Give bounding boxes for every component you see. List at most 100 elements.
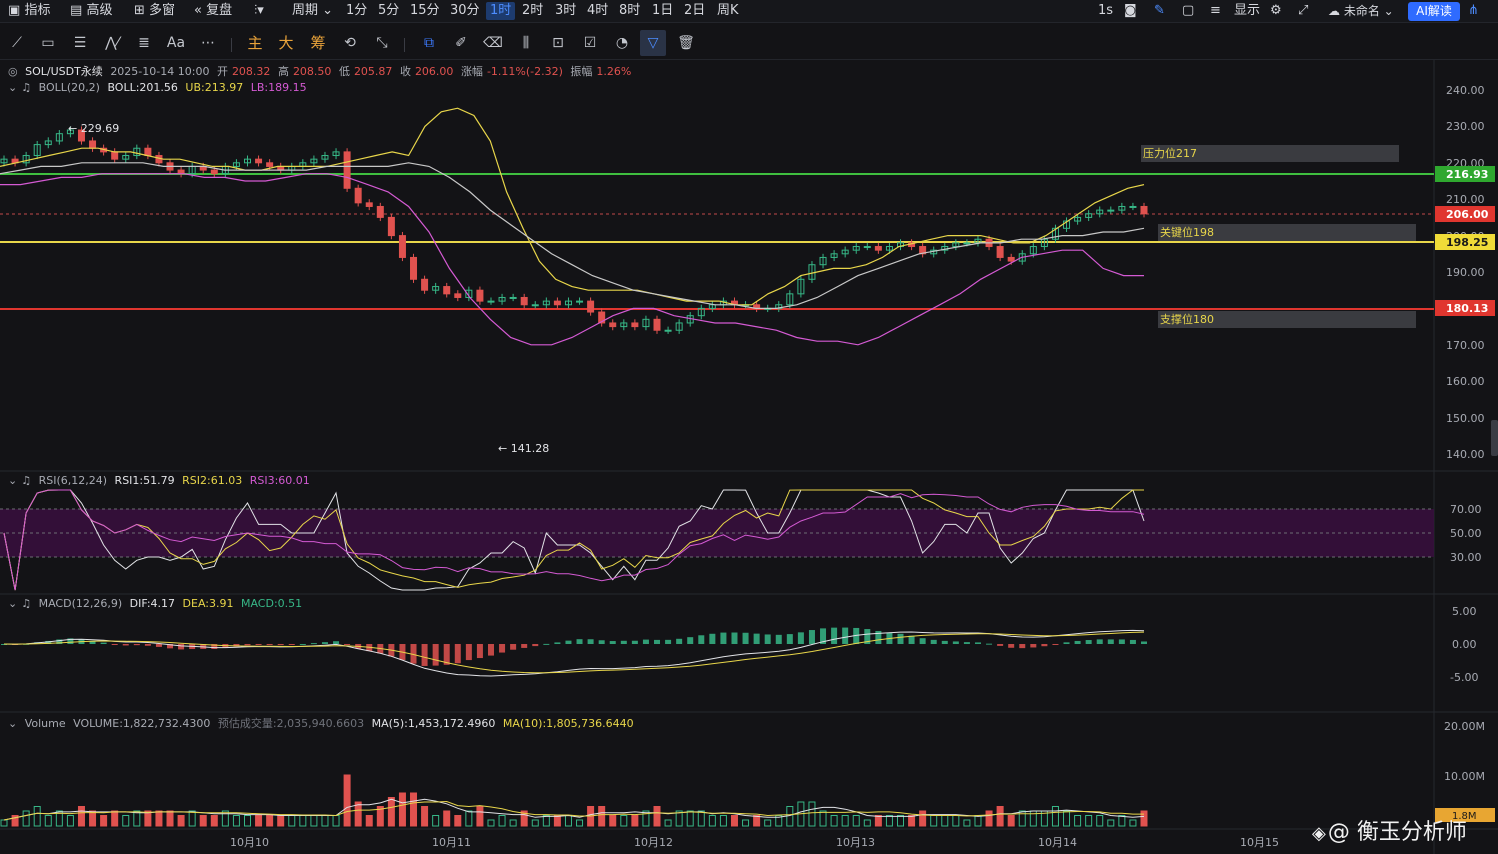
multiwindow-button[interactable]: ⊞ 多窗 bbox=[134, 2, 175, 20]
collapse-icon[interactable]: ⌄ bbox=[8, 81, 18, 94]
interval-2h[interactable]: 2时 bbox=[522, 3, 544, 18]
price-tick: 210.00 bbox=[1446, 193, 1485, 206]
eraser-icon[interactable]: ⌫ bbox=[483, 35, 503, 51]
macd-histogram-bar bbox=[399, 644, 406, 660]
share-icon[interactable]: ⋔ bbox=[1468, 3, 1479, 18]
settings-gear-icon[interactable]: ⚙ bbox=[1270, 3, 1282, 18]
rsi-info-line: ⌄ ♫ RSI(6,12,24) RSI1:51.79 RSI2:61.03 RS… bbox=[8, 474, 314, 487]
main-force-tool[interactable]: 主 bbox=[247, 34, 263, 52]
camera-icon[interactable]: ◙ bbox=[1124, 3, 1137, 18]
candle-body bbox=[199, 165, 207, 171]
interval-1m[interactable]: 1分 bbox=[346, 3, 368, 18]
interval-2d[interactable]: 2日 bbox=[684, 3, 706, 18]
text-tool-icon[interactable]: Aa bbox=[166, 35, 186, 51]
macd-histogram-bar bbox=[499, 644, 506, 653]
eye-toggle-icon[interactable]: ◎ bbox=[8, 65, 18, 78]
candle-body bbox=[531, 304, 539, 307]
interval-1w[interactable]: 周K bbox=[717, 3, 739, 18]
candle-body bbox=[553, 300, 561, 306]
macd-histogram-bar bbox=[443, 644, 450, 665]
notes-icon[interactable]: ☑ bbox=[583, 35, 597, 51]
macd-histogram-bar bbox=[89, 640, 96, 644]
macd-histogram-bar bbox=[421, 644, 428, 666]
candle-body bbox=[277, 165, 285, 171]
big-order-tool[interactable]: 大 bbox=[278, 34, 294, 52]
bell-icon[interactable]: ♫ bbox=[21, 81, 32, 94]
candle-body bbox=[874, 246, 882, 251]
volume-bar bbox=[1140, 810, 1148, 827]
interval-4h[interactable]: 4时 bbox=[587, 3, 609, 18]
pen-icon[interactable]: ✎ bbox=[1154, 3, 1165, 18]
candle-body bbox=[620, 322, 628, 328]
price-tick: 160.00 bbox=[1446, 375, 1485, 388]
ai-interpret-button[interactable]: AI解读 bbox=[1408, 2, 1460, 21]
bars-icon[interactable]: ⫼ bbox=[522, 35, 530, 51]
lock-icon[interactable]: ⊡ bbox=[552, 35, 564, 51]
macd-tick: -5.00 bbox=[1450, 671, 1478, 684]
volume-ma10-value: MA(10):1,805,736.6440 bbox=[502, 717, 634, 730]
candle-body bbox=[598, 311, 606, 324]
candle-body bbox=[819, 256, 827, 266]
trash-icon[interactable]: 🗑 bbox=[677, 35, 695, 51]
candle-body bbox=[985, 238, 993, 248]
key-zone[interactable] bbox=[1158, 224, 1416, 241]
refresh-rate[interactable]: 1s bbox=[1098, 3, 1114, 18]
chart-type-button[interactable]: ⫶▾ bbox=[254, 3, 264, 18]
pencil-icon[interactable]: ✐ bbox=[455, 35, 467, 51]
volume-bar bbox=[576, 819, 584, 827]
magic-icon[interactable]: ⟲ bbox=[344, 35, 356, 51]
bell-icon[interactable]: ♫ bbox=[21, 474, 32, 487]
support-zone[interactable] bbox=[1158, 311, 1416, 328]
macd-histogram-bar bbox=[676, 638, 683, 644]
macd-histogram-bar bbox=[1, 644, 7, 645]
candle-body bbox=[1051, 227, 1059, 240]
candle-body bbox=[808, 264, 816, 280]
eye-icon[interactable]: ◔ bbox=[615, 35, 629, 51]
bell-icon[interactable]: ♫ bbox=[21, 597, 32, 610]
wave-pattern-icon[interactable]: ⋀⁄ bbox=[105, 35, 119, 51]
replay-button[interactable]: « 复盘 bbox=[194, 2, 232, 20]
more-tools-icon[interactable]: ⋯ bbox=[201, 35, 215, 51]
candle-body bbox=[288, 165, 296, 171]
parallel-lines-icon[interactable]: ☰ bbox=[73, 35, 87, 51]
top-bar: ▣ 指标 ▤ 高级 ⊞ 多窗 « 复盘 ⫶▾ 周期 ⌄ 1分 5分 15分 30… bbox=[0, 0, 1498, 23]
collapse-icon[interactable]: ⌄ bbox=[8, 717, 18, 730]
time-axis: 10月10 10月11 10月12 10月13 10月14 10月15 bbox=[230, 836, 1279, 849]
interval-15m[interactable]: 15分 bbox=[410, 3, 440, 18]
layout-name-dropdown[interactable]: ☁ 未命名 ⌄ bbox=[1328, 2, 1394, 20]
volume-bar bbox=[730, 815, 738, 827]
volume-bar bbox=[531, 819, 539, 827]
trendline-icon[interactable]: ⟋ bbox=[12, 35, 22, 51]
indicator-button[interactable]: ▣ 指标 bbox=[8, 2, 50, 20]
period-dropdown[interactable]: 周期 ⌄ bbox=[292, 2, 333, 20]
chip-tool[interactable]: 筹 bbox=[310, 34, 326, 52]
interval-5m[interactable]: 5分 bbox=[378, 3, 400, 18]
interval-30m[interactable]: 30分 bbox=[450, 3, 480, 18]
collapse-icon[interactable]: ⌄ bbox=[8, 597, 18, 610]
interval-1d[interactable]: 1日 bbox=[652, 3, 674, 18]
copy-icon[interactable]: ⧉ bbox=[424, 35, 434, 51]
dea-line bbox=[3, 631, 1145, 674]
interval-1h[interactable]: 1时 bbox=[486, 2, 516, 20]
advanced-button[interactable]: ▤ 高级 bbox=[70, 2, 112, 20]
edit-line-icon[interactable]: ⤡ bbox=[376, 35, 388, 51]
candle-body bbox=[941, 246, 949, 251]
interval-3h[interactable]: 3时 bbox=[555, 3, 577, 18]
list-icon[interactable]: ≡ bbox=[1210, 3, 1221, 18]
resistance-zone[interactable] bbox=[1141, 145, 1399, 162]
watermark-text: @ 衡玉分析师 bbox=[1327, 820, 1467, 845]
volume-bar bbox=[155, 810, 163, 827]
fibonacci-icon[interactable]: ≣ bbox=[138, 35, 150, 51]
fullscreen-window-icon[interactable]: ▢ bbox=[1182, 3, 1195, 18]
interval-8h[interactable]: 8时 bbox=[619, 3, 641, 18]
display-button[interactable]: 显示 bbox=[1234, 3, 1261, 18]
macd-histogram-bar bbox=[167, 644, 174, 649]
scroll-handle[interactable] bbox=[1491, 420, 1498, 456]
rectangle-icon[interactable]: ▭ bbox=[41, 35, 55, 51]
filter-icon[interactable]: ▽ bbox=[640, 30, 666, 56]
expand-icon[interactable]: ⤢ bbox=[1298, 3, 1309, 18]
boll-info-line: ⌄ ♫ BOLL(20,2) BOLL:201.56 UB:213.97 LB:1… bbox=[8, 81, 311, 94]
volume-bar bbox=[1063, 810, 1071, 827]
macd-histogram-bar bbox=[432, 644, 439, 666]
collapse-icon[interactable]: ⌄ bbox=[8, 474, 18, 487]
